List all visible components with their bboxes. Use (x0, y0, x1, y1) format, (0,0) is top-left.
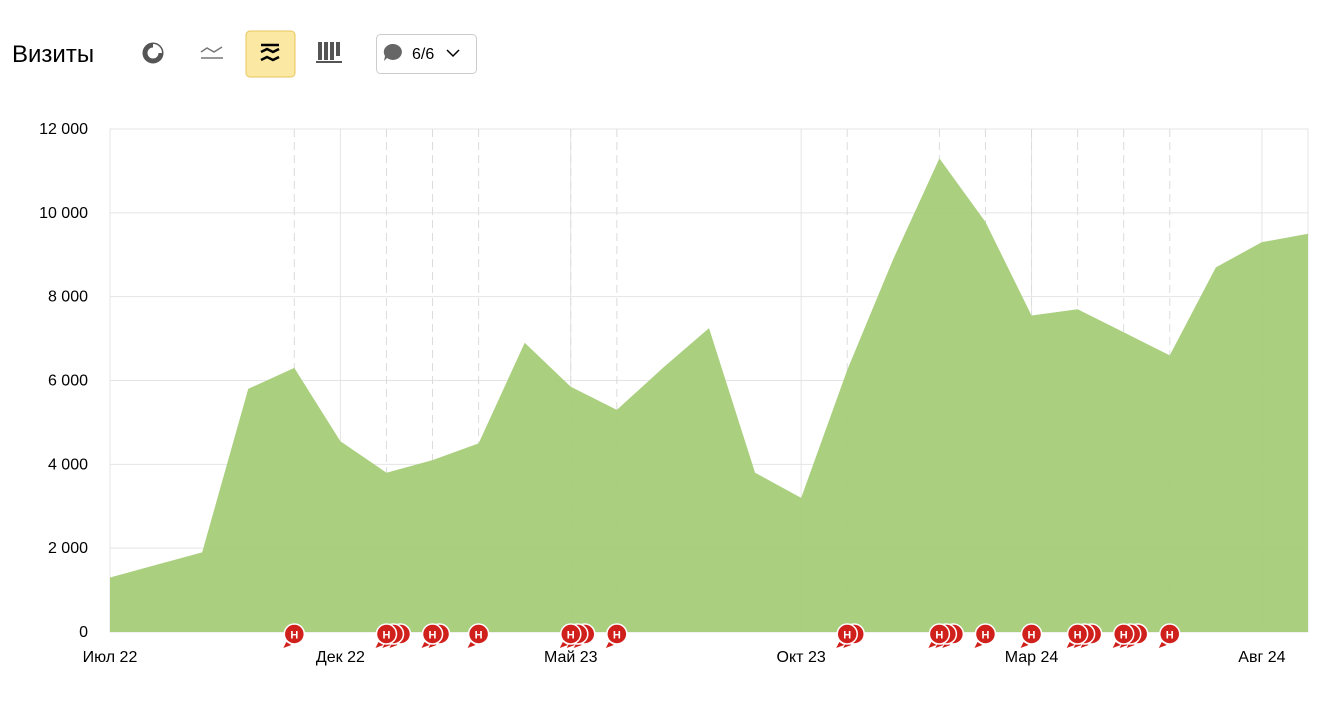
annotation-filter-label: 6/6 (412, 46, 434, 63)
annotation-bubble (560, 623, 582, 645)
y-tick-label: 0 (79, 624, 88, 641)
annotation-bubble (843, 642, 852, 648)
annotation-marker[interactable]: Н (605, 623, 628, 648)
annotation-bubble (836, 623, 858, 645)
annotation-bubble (389, 642, 398, 648)
annotation-bubble (421, 642, 430, 648)
annotation-marker[interactable]: Н (1020, 623, 1043, 648)
annotation-bubble (382, 642, 391, 648)
annotation-bubble (928, 642, 937, 648)
x-tick-label: Мар 24 (1005, 649, 1059, 666)
annotation-bubble (467, 623, 490, 645)
x-tick-label: Дек 22 (316, 649, 365, 666)
annotation-label: Н (843, 630, 851, 642)
x-tick-label: Авг 24 (1238, 649, 1285, 666)
annotation-marker[interactable]: Н (421, 623, 451, 648)
annotation-bubble (928, 623, 951, 645)
annotation-bubble (1020, 642, 1029, 648)
y-tick-label: 8 000 (48, 289, 88, 306)
annotation-bubble (1159, 623, 1181, 645)
annotation-marker[interactable]: Н (836, 623, 865, 648)
chart-title: Визиты (12, 41, 94, 68)
annotation-label: Н (567, 630, 575, 642)
annotation-bubble (1126, 642, 1135, 648)
annotation-label: Н (1074, 630, 1082, 642)
annotation-bubble (942, 642, 951, 648)
annotation-label: Н (290, 630, 298, 642)
line-view-button[interactable] (200, 46, 223, 59)
y-tick-label: 12 000 (39, 121, 88, 138)
annotation-marker[interactable]: Н (1158, 623, 1181, 648)
annotation-marker[interactable]: Н (283, 623, 306, 648)
annotation-bubble (1073, 642, 1082, 648)
annotation-marker[interactable]: Н (1066, 623, 1103, 648)
annotation-bubble (1158, 642, 1167, 648)
area-view-button[interactable] (245, 30, 296, 78)
annotation-bubble (974, 642, 983, 648)
annotation-marker[interactable]: Н (559, 623, 596, 648)
annotation-marker[interactable]: Н (1112, 623, 1149, 648)
annotation-bubble (1066, 642, 1075, 648)
y-tick-label: 2 000 (48, 540, 88, 557)
annotation-bubble (283, 642, 292, 648)
annotation-bubble (1066, 623, 1089, 645)
annotation-label: Н (382, 630, 390, 642)
annotation-bubble (1020, 623, 1043, 645)
area (110, 158, 1308, 632)
annotation-marker[interactable]: Н (974, 623, 997, 648)
annotation-bubble (935, 642, 944, 648)
annotation-bubble (375, 642, 384, 648)
annotation-label: Н (1166, 630, 1174, 642)
annotation-bubble (283, 623, 306, 645)
annotation-bubble (375, 623, 398, 645)
x-tick-label: Июл 22 (83, 649, 138, 666)
annotation-bubble (974, 623, 997, 645)
annotation-bubble (605, 642, 614, 648)
annotation-bubble (573, 642, 582, 648)
annotation-label: Н (1028, 630, 1036, 642)
annotation-label: Н (981, 630, 989, 642)
pie-view-button[interactable] (142, 42, 164, 64)
annotation-bubble (1080, 642, 1089, 648)
annotation-label: Н (935, 630, 943, 642)
annotation-bubble (1112, 623, 1135, 645)
annotation-marker[interactable]: Н (928, 623, 965, 648)
annotation-bubble (467, 642, 476, 648)
annotation-label: Н (475, 630, 483, 642)
stacked-view-button[interactable] (316, 42, 342, 63)
y-tick-label: 6 000 (48, 373, 88, 390)
y-tick-label: 10 000 (39, 205, 88, 222)
annotation-bubble (836, 642, 845, 648)
x-tick-label: Май 23 (544, 649, 598, 666)
annotation-marker[interactable]: Н (467, 623, 490, 648)
annotation-bubble (421, 623, 444, 645)
annotation-label: Н (1120, 630, 1128, 642)
annotation-bubble (1112, 642, 1121, 648)
annotation-filter-button[interactable]: 6/6 (376, 34, 477, 74)
annotation-bubble (559, 642, 568, 648)
y-tick-label: 4 000 (48, 456, 88, 473)
annotation-bubble (428, 642, 437, 648)
annotation-marker[interactable]: Н (375, 623, 412, 648)
annotation-bubble (566, 642, 575, 648)
annotation-bubble (606, 623, 628, 645)
x-tick-label: Окт 23 (777, 649, 826, 666)
annotation-label: Н (429, 630, 437, 642)
annotation-label: Н (613, 630, 621, 642)
annotation-bubble (1119, 642, 1128, 648)
